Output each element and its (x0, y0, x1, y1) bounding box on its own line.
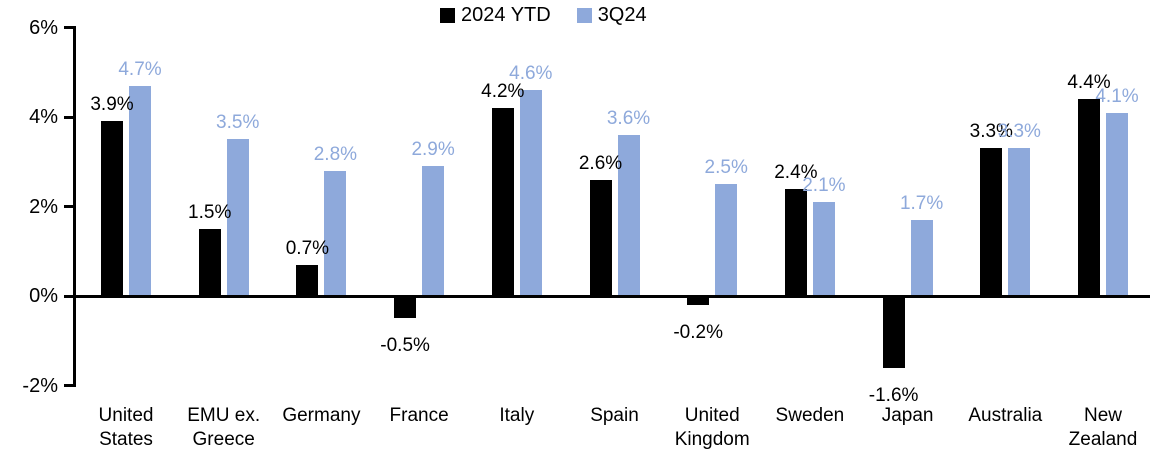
bar (589, 179, 612, 296)
category-label: Sweden (775, 405, 845, 426)
bar (394, 296, 417, 319)
y-axis-tick (64, 115, 73, 119)
bar (980, 148, 1003, 296)
legend-label: 2024 YTD (461, 4, 551, 26)
category-label: Australia (968, 405, 1043, 426)
y-axis-tick-label: 0% (29, 285, 58, 307)
bar (910, 219, 933, 296)
y-axis-tick (64, 294, 73, 298)
legend-item-2024-ytd: 2024 YTD (440, 4, 551, 27)
bar-value-label: 2.6% (578, 152, 623, 174)
category-label: Japan (881, 405, 934, 426)
bar (491, 108, 514, 296)
bar-value-label: 2.4% (774, 161, 818, 183)
bar-value-label: 3.6% (606, 107, 651, 129)
bar (129, 85, 151, 296)
y-axis-tick-label: 2% (29, 195, 58, 218)
y-axis-tick-label: 4% (29, 106, 58, 128)
y-axis-tick (64, 26, 73, 29)
bar (519, 90, 542, 296)
category-label: United States (98, 405, 154, 450)
bar-value-label: 2.9% (411, 139, 455, 161)
bar (1106, 112, 1128, 296)
bar (198, 228, 221, 296)
y-axis-tick (64, 384, 73, 387)
bar (715, 184, 738, 296)
chart-legend: 2024 YTD 3Q24 (440, 4, 647, 27)
bar-value-label: 0.7% (285, 237, 330, 259)
bar-value-label: 1.7% (899, 192, 944, 214)
category-label: EMU ex. Greece (187, 405, 261, 450)
bar-value-label: -0.2% (673, 321, 723, 343)
category-label: United Kingdom (674, 405, 750, 450)
category-label: France (389, 405, 449, 426)
bar-value-label: 3.5% (216, 112, 260, 134)
bar-value-label: -1.6% (868, 384, 919, 406)
bar-value-label: 2.8% (313, 143, 358, 165)
category-label: Spain (590, 405, 639, 426)
y-axis-tick-label: 6% (29, 16, 58, 39)
bar (812, 202, 835, 296)
bar (617, 134, 640, 296)
bar-value-label: 2.1% (802, 175, 846, 197)
bar (324, 170, 347, 296)
bar (784, 188, 807, 296)
bar (422, 166, 445, 296)
bar-value-label: 3.9% (90, 94, 134, 116)
bar (296, 264, 319, 296)
bar (1078, 99, 1100, 296)
bar-value-label: 1.5% (188, 201, 232, 223)
y-axis-line (73, 26, 76, 387)
bar-value-label: 2.5% (704, 157, 748, 179)
bar (882, 296, 905, 368)
bar (226, 139, 249, 296)
category-label: New Zealand (1068, 405, 1138, 450)
bar-value-label: 3.3% (969, 121, 1013, 143)
y-axis-tick-label: -2% (22, 374, 58, 397)
y-axis-tick (64, 205, 73, 208)
bar-value-label: -0.5% (380, 335, 430, 357)
bar-value-label: 4.6% (509, 63, 553, 85)
bar-value-label: 4.1% (1095, 85, 1139, 107)
bar (1008, 148, 1031, 296)
bar (687, 296, 710, 305)
category-label: Germany (282, 405, 361, 426)
bar (101, 121, 123, 296)
legend-swatch-icon (440, 8, 455, 23)
x-axis-line (73, 294, 1150, 298)
legend-swatch-icon (576, 8, 592, 23)
bar-value-label: 4.2% (481, 81, 525, 103)
category-label: Italy (499, 405, 535, 426)
bar-value-label: 4.4% (1067, 72, 1111, 94)
legend-item-3q24: 3Q24 (576, 4, 647, 27)
bar-value-label: 4.7% (118, 58, 162, 80)
legend-label: 3Q24 (597, 4, 647, 26)
bar-value-label: 3.3% (997, 121, 1041, 143)
